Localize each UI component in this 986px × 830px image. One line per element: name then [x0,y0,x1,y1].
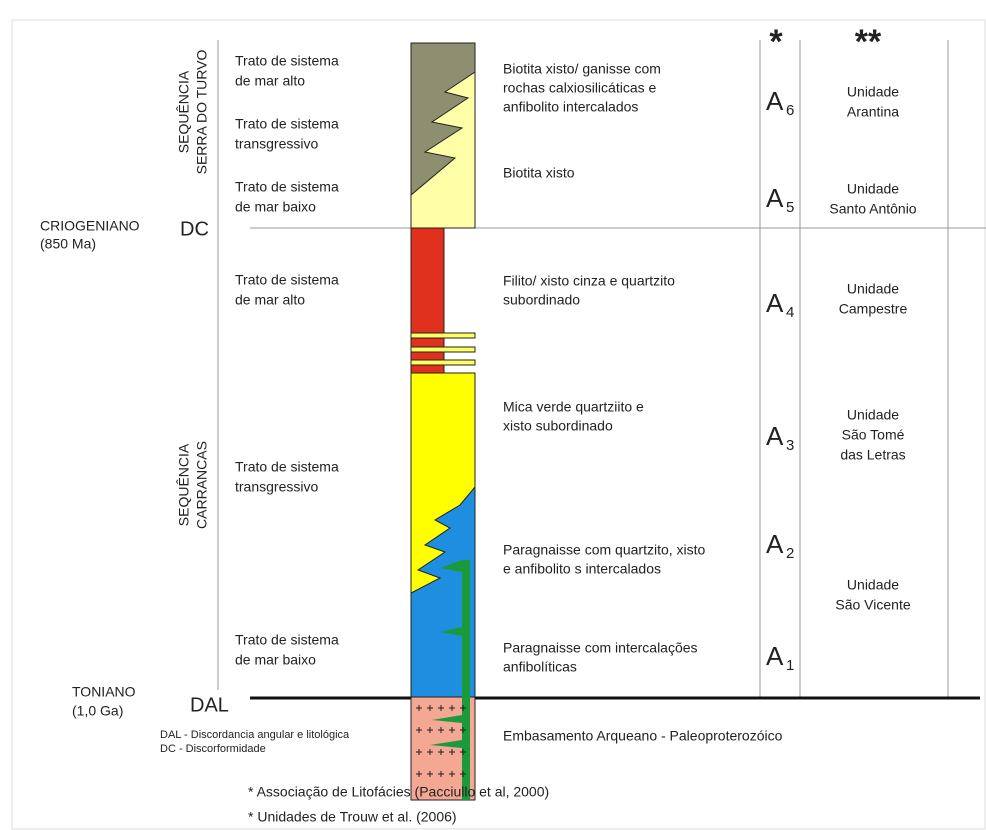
age-date: (1,0 Ga) [72,703,123,719]
unit-label: das Letras [840,447,905,463]
sequence-label: SEQUÊNCIA [176,443,192,526]
age-name: TONIANO [72,684,136,700]
lithology-label: Paragnaisse com quartzito, xisto [503,542,706,558]
footnote: * Associação de Litofácies (Pacciullo et… [248,784,549,800]
age-code: DAL [190,694,229,716]
header-units: ** [855,23,882,61]
tract-label: Trato de sistema [235,272,339,288]
legend-text: DAL - Discordancia angular e litológica [160,729,350,741]
lithology-label: rochas calxiosilicáticas e [503,80,656,96]
lithology-label: Filito/ xisto cinza e quartzito [503,273,675,289]
header-assoc: * [769,23,783,61]
lithology-label: Mica verde quartziito e [503,399,644,415]
assoc-sub: 6 [786,102,794,119]
assoc-sub: 3 [786,437,794,454]
diagram: ***CRIOGENIANO(850 Ma)DCTONIANO(1,0 Ga)D… [0,0,986,830]
assoc-letter: A [766,183,784,213]
tract-label: transgressivo [235,136,318,152]
page: { "header": {"col_a": "*", "col_b": "**"… [0,0,986,830]
tract-label: Trato de sistema [235,179,339,195]
unit-label: São Tomé [842,427,905,443]
assoc-sub: 1 [786,657,794,674]
unit-label: Unidade [847,84,899,100]
assoc-sub: 4 [786,304,794,321]
tract-label: de mar alto [235,73,305,89]
lithology-label: Biotita xisto/ ganisse com [503,61,661,77]
unit-label: Unidade [847,577,899,593]
unit-label: Unidade [847,281,899,297]
legend-text: DC - Discorformidade [160,743,266,755]
column [411,43,475,800]
unit-label: Unidade [847,407,899,423]
unit-label: Unidade [847,181,899,197]
tract-label: transgressivo [235,479,318,495]
unit-label: Arantina [847,104,899,120]
tract-label: de mar alto [235,292,305,308]
tract-label: Trato de sistema [235,459,339,475]
sequence-label: CARRANCAS [194,441,210,529]
lithology-label: anfibolito intercalados [503,99,638,115]
lithology-label: Biotita xisto [503,165,575,181]
unit-label: Campestre [839,301,908,317]
tract-label: Trato de sistema [235,116,339,132]
assoc-letter: A [766,288,784,318]
tract-label: Trato de sistema [235,53,339,69]
lithology-label: anfibolíticas [503,659,577,675]
assoc-letter: A [766,421,784,451]
age-code: DC [180,218,209,240]
assoc-sub: 5 [786,199,794,216]
assoc-letter: A [766,529,784,559]
tract-label: de mar baixo [235,199,316,215]
lithology-label: e anfibolito s intercalados [503,561,661,577]
lithology-label: xisto subordinado [503,418,613,434]
frame [12,20,985,829]
sequence-label: SEQUÊNCIA [176,70,192,153]
unit-label: Santo Antônio [829,201,916,217]
lithology-label: subordinado [503,292,580,308]
tract-label: Trato de sistema [235,632,339,648]
assoc-letter: A [766,641,784,671]
tract-label: de mar baixo [235,652,316,668]
footnote: * Unidades de Trouw et al. (2006) [248,809,457,825]
unit-label: São Vicente [835,597,910,613]
age-date: (850 Ma) [40,236,96,252]
age-name: CRIOGENIANO [40,218,140,234]
basement-label: Embasamento Arqueano - Paleoproterozóico [503,728,783,744]
sequence-label: SERRA DO TURVO [194,50,210,175]
assoc-sub: 2 [786,545,794,562]
assoc-letter: A [766,86,784,116]
lithology-label: Paragnaisse com intercalações [503,640,698,656]
